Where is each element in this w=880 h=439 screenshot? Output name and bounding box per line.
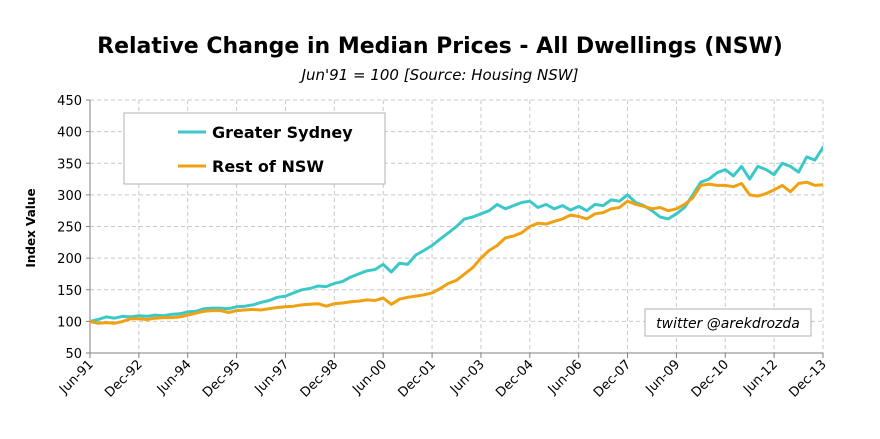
y-tick-label: 150: [57, 284, 82, 299]
axes: [86, 99, 824, 358]
x-tick-label: Dec-10: [689, 357, 732, 400]
x-tick-labels: Jun-91 Dec-92 Jun-94 Dec-95 Jun-97 Dec-98 Jun-…: [56, 357, 830, 400]
y-tick-label: 450: [57, 94, 82, 109]
y-tick-label: 200: [57, 252, 82, 267]
y-axis-label: Index Value: [24, 188, 38, 267]
annotation-text: twitter @arekdrozda: [656, 316, 800, 332]
x-tick-label: Jun-00: [349, 357, 390, 398]
y-tick-label: 100: [57, 315, 82, 330]
x-tick-label: Dec-92: [102, 357, 145, 400]
x-tick-label: Dec-98: [298, 357, 341, 400]
x-tick-label: Jun-12: [740, 357, 781, 398]
legend-label: Rest of NSW: [212, 157, 324, 176]
legend: Greater Sydney Rest of NSW: [123, 112, 386, 185]
chart-title: Relative Change in Median Prices - All D…: [97, 34, 783, 59]
x-tick-label: Dec-07: [591, 357, 634, 400]
y-tick-labels: 50 100 150 200 250 300 350 400 450: [57, 94, 82, 362]
x-tick-label: Jun-97: [252, 357, 293, 398]
x-tick-label: Jun-94: [154, 357, 195, 398]
annotation-box: twitter @arekdrozda: [644, 308, 812, 337]
x-tick-label: Dec-01: [395, 357, 438, 400]
x-tick-label: Jun-03: [447, 357, 488, 398]
series-lines: [90, 145, 823, 325]
x-tick-label: Jun-91: [56, 357, 97, 398]
y-tick-label: 400: [57, 126, 82, 141]
y-tick-label: 250: [57, 221, 82, 236]
legend-label: Greater Sydney: [212, 123, 353, 142]
x-tick-label: Jun-06: [545, 357, 586, 398]
y-tick-label: 300: [57, 189, 82, 204]
legend-box: [123, 112, 386, 185]
y-tick-label: 50: [65, 347, 82, 362]
chart-subtitle: Jun'91 = 100 [Source: Housing NSW]: [301, 66, 579, 84]
x-tick-label: Dec-13: [786, 357, 829, 400]
series-line-0: [90, 145, 823, 323]
x-tick-label: Dec-04: [493, 357, 536, 400]
x-tick-label: Jun-09: [643, 357, 684, 398]
x-tick-label: Dec-95: [200, 357, 243, 400]
y-tick-label: 350: [57, 157, 82, 172]
series-line-1: [90, 180, 823, 325]
